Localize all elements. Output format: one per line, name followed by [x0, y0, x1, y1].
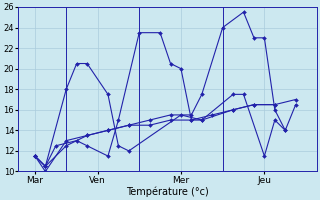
X-axis label: Température (°c): Température (°c) [126, 186, 209, 197]
